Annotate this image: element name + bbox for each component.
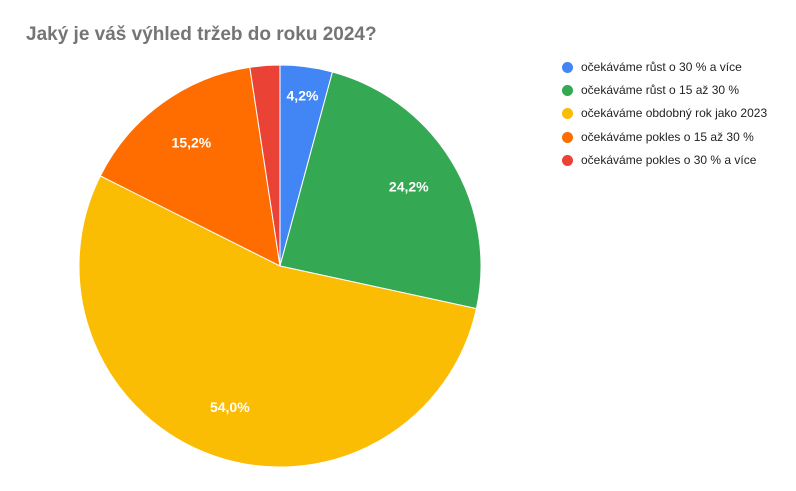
legend-label: očekáváme pokles o 15 až 30 %: [581, 129, 754, 144]
legend-label: očekáváme obdobný rok jako 2023: [581, 106, 768, 121]
slice-data-label: 54,0%: [210, 399, 250, 415]
chart-legend: očekáváme růst o 30 % a více očekáváme r…: [562, 60, 768, 178]
legend-item-pokles-30[interactable]: očekáváme pokles o 30 % a více: [562, 152, 767, 167]
legend-swatch: [562, 154, 573, 166]
legend-swatch: [562, 62, 573, 73]
legend-swatch: [562, 85, 573, 97]
legend-item-obdobny[interactable]: očekáváme obdobný rok jako 2023: [562, 106, 768, 121]
chart-title: Jaký je váš výhled tržeb do roku 2024?: [26, 24, 377, 45]
legend-item-pokles-15-30[interactable]: očekáváme pokles o 15 až 30 %: [562, 129, 767, 144]
slice-obdobny[interactable]: [78, 175, 478, 468]
legend-label: očekáváme růst o 30 % a více: [581, 60, 742, 74]
slice-data-label: 24,2%: [389, 178, 429, 194]
legend-item-rust-30[interactable]: očekáváme růst o 30 % a více: [562, 60, 767, 74]
slice-pokles-15-30[interactable]: [99, 66, 281, 267]
legend-swatch: [562, 108, 573, 120]
legend-item-rust-15-30[interactable]: očekáváme růst o 15 až 30 %: [562, 83, 767, 98]
legend-label: očekáváme růst o 15 až 30 %: [581, 83, 740, 98]
legend-swatch: [562, 131, 573, 143]
slice-data-label: 15,2%: [172, 135, 212, 151]
slice-data-label: 4,2%: [287, 87, 319, 103]
legend-label: očekáváme pokles o 30 % a více: [581, 152, 757, 167]
slice-rust-15-30[interactable]: [279, 71, 482, 310]
slice-pokles-30[interactable]: [249, 64, 281, 267]
